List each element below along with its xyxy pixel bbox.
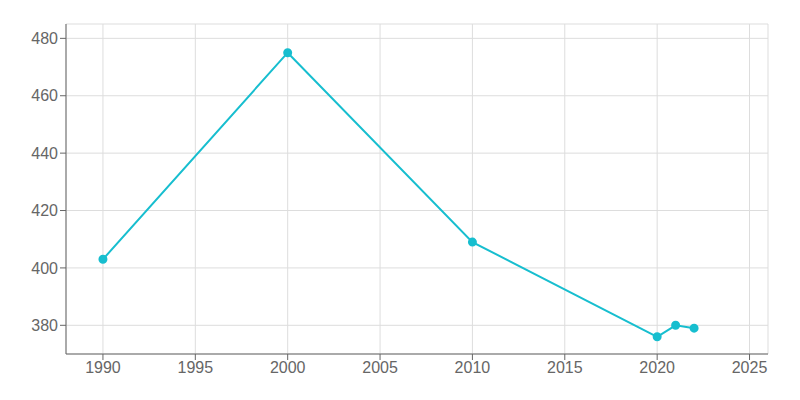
svg-text:2015: 2015 [547,359,583,376]
svg-text:400: 400 [31,260,58,277]
svg-text:1990: 1990 [85,359,121,376]
svg-text:480: 480 [31,30,58,47]
svg-text:2010: 2010 [455,359,491,376]
svg-text:2025: 2025 [732,359,768,376]
svg-text:440: 440 [31,145,58,162]
svg-text:420: 420 [31,202,58,219]
svg-text:460: 460 [31,87,58,104]
svg-text:2000: 2000 [270,359,306,376]
svg-text:2020: 2020 [639,359,675,376]
svg-text:2005: 2005 [362,359,398,376]
svg-text:380: 380 [31,317,58,334]
svg-text:1995: 1995 [178,359,214,376]
